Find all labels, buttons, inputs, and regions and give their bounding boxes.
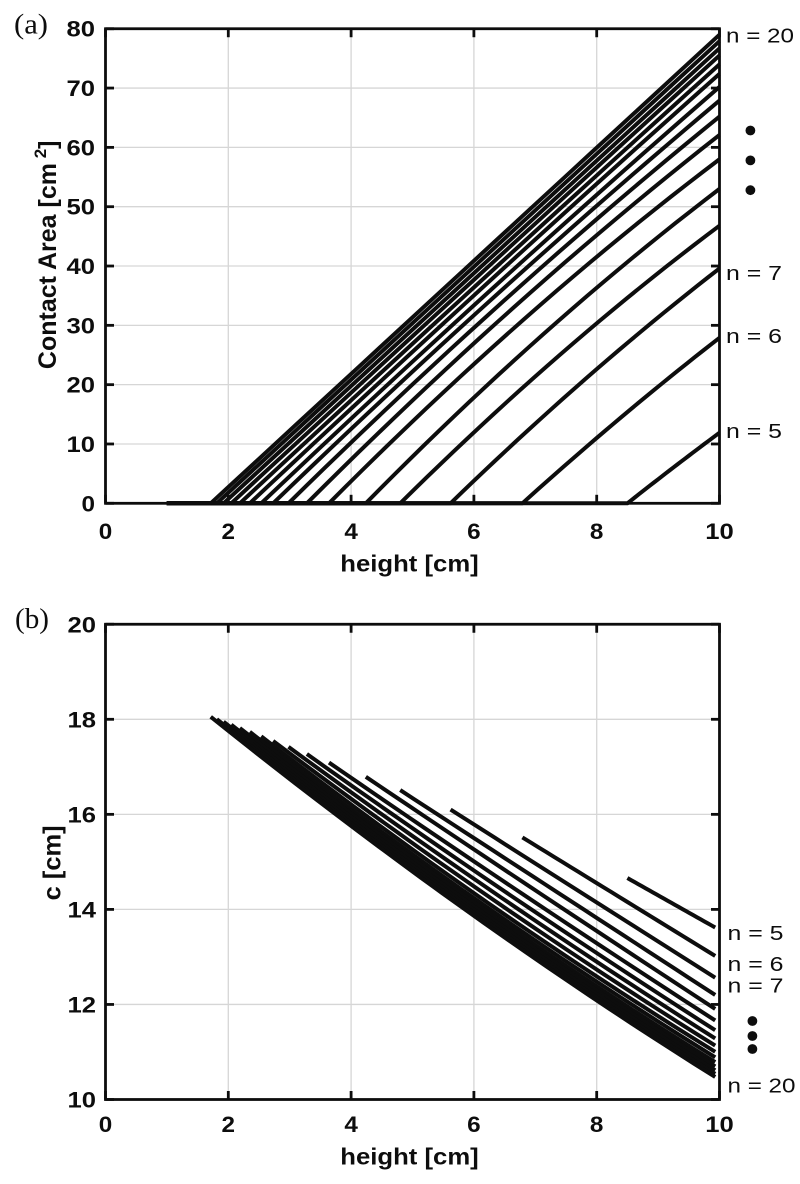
svg-text:2: 2 [222,519,236,544]
svg-text:c [cm]: c [cm] [39,825,67,900]
svg-text:40: 40 [67,254,96,279]
svg-text:n = 6: n = 6 [726,325,782,348]
svg-text:50: 50 [67,195,96,220]
svg-text:n = 7: n = 7 [726,262,782,285]
svg-text:n = 7: n = 7 [728,975,784,998]
svg-text:20: 20 [67,373,96,398]
svg-text:12: 12 [68,992,97,1017]
svg-text:60: 60 [67,135,96,160]
svg-text:0: 0 [82,491,96,516]
svg-text:8: 8 [590,1112,604,1137]
svg-text:4: 4 [344,1112,358,1137]
svg-text:n = 6: n = 6 [728,953,784,976]
svg-text:10: 10 [67,432,96,457]
svg-text:10: 10 [705,519,734,544]
svg-text:4: 4 [344,519,358,544]
svg-text:6: 6 [467,1112,481,1137]
svg-text:18: 18 [68,707,97,732]
svg-text:n = 5: n = 5 [726,420,782,443]
svg-text:14: 14 [68,897,97,922]
svg-text:30: 30 [67,313,96,338]
svg-text:n = 20: n = 20 [726,24,794,47]
svg-text:10: 10 [705,1112,734,1137]
svg-text:0: 0 [99,519,113,544]
svg-text:height [cm]: height [cm] [340,1144,479,1170]
svg-text:(a): (a) [14,9,48,41]
svg-text:height [cm]: height [cm] [340,551,479,577]
svg-text:70: 70 [67,76,96,101]
svg-text:10: 10 [68,1088,97,1113]
svg-text:n = 20: n = 20 [728,1074,796,1097]
svg-text:n = 5: n = 5 [728,922,784,945]
svg-text:16: 16 [68,802,97,827]
svg-text:(b): (b) [15,603,49,635]
svg-text:6: 6 [467,519,481,544]
svg-text:Contact Area [cm 2]: Contact Area [cm 2] [31,141,62,370]
svg-text:80: 80 [67,17,96,42]
svg-text:20: 20 [68,612,97,637]
svg-text:0: 0 [99,1112,113,1137]
svg-text:2: 2 [222,1112,236,1137]
svg-text:8: 8 [590,519,604,544]
